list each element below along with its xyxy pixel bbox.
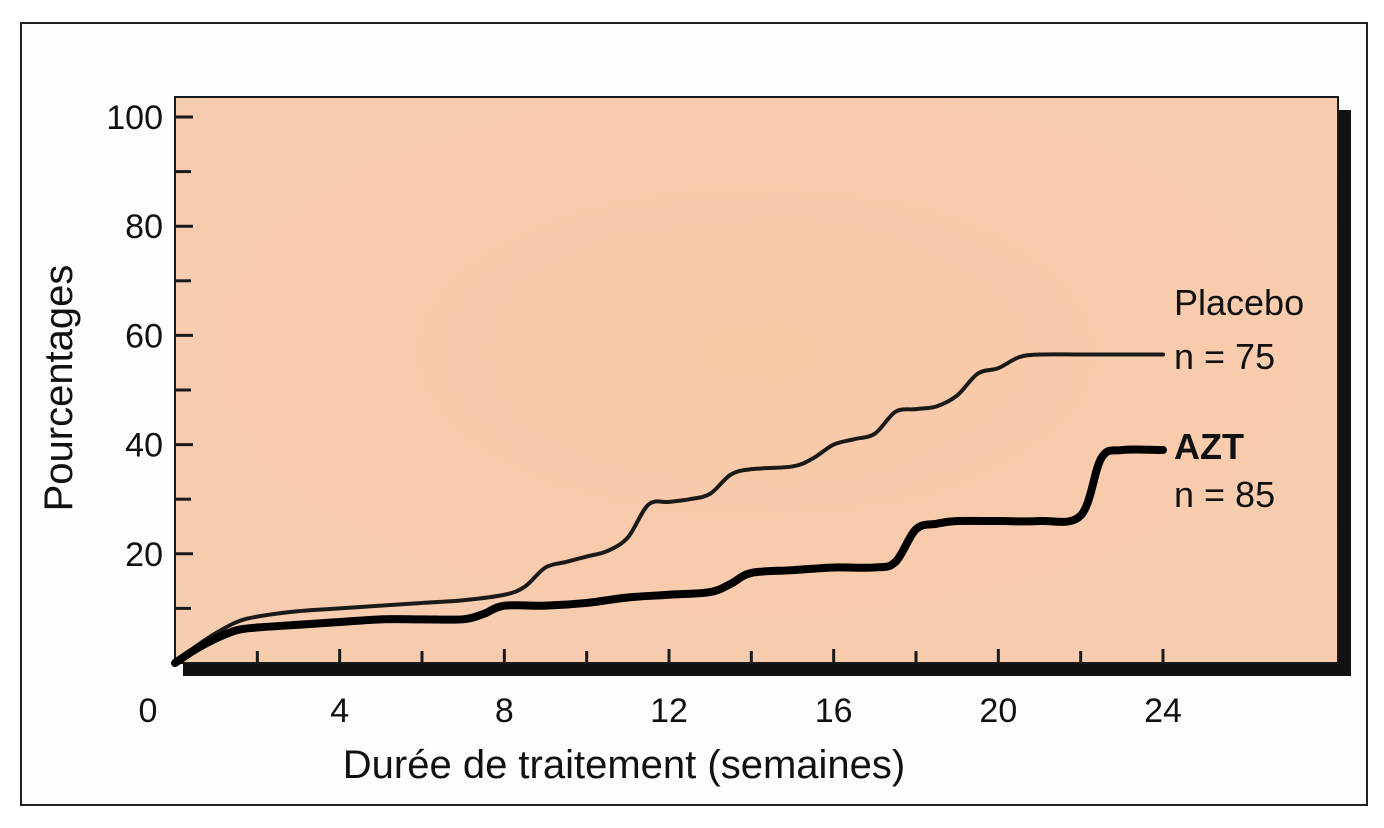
x-tick-label: 0: [139, 692, 158, 730]
x-tick-label: 4: [330, 692, 349, 730]
x-axis-title: Durée de traitement (semaines): [343, 743, 905, 787]
y-tick-label: 100: [106, 99, 163, 137]
axis-ticks: [175, 115, 1165, 663]
tick-labels: 20 40 60 80 100 0 4 8 12 16 20 24: [106, 99, 1182, 730]
y-tick-label: 80: [125, 208, 163, 246]
y-tick-label: 20: [125, 536, 163, 574]
azt-label: AZT: [1174, 426, 1244, 467]
series-line-azt: [171, 445, 1167, 667]
plot-area: [174, 96, 1339, 664]
x-tick-label: 20: [979, 692, 1017, 730]
x-tick-label: 24: [1144, 692, 1182, 730]
x-tick-label: 16: [815, 692, 853, 730]
series-line-placebo: [173, 352, 1165, 665]
x-tick-label: 8: [495, 692, 514, 730]
y-tick-label: 60: [125, 317, 163, 355]
azt-n-label: n = 85: [1174, 474, 1275, 515]
y-axis-title: Pourcentages: [37, 265, 81, 512]
y-tick-label: 40: [125, 427, 163, 465]
x-tick-label: 12: [650, 692, 688, 730]
placebo-n-label: n = 75: [1174, 336, 1275, 377]
placebo-label: Placebo: [1174, 282, 1304, 323]
series-lines: [171, 352, 1167, 667]
